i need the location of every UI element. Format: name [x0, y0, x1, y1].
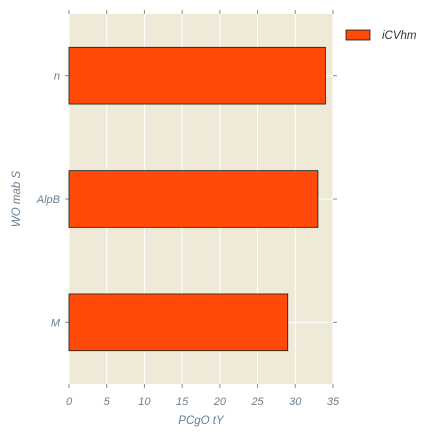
legend-swatch	[345, 29, 371, 41]
x-axis-label: PCgO tY	[178, 415, 225, 427]
x-tick-label: 20	[213, 396, 227, 408]
axis-ticks	[65, 10, 337, 388]
bars	[68, 46, 326, 352]
y-tick-labels: M AlpB n	[36, 71, 61, 330]
x-tick-label: 10	[138, 396, 151, 408]
y-axis-label: WO mab S	[11, 171, 23, 228]
y-tick-label: n	[54, 71, 60, 83]
x-tick-label: 5	[104, 396, 111, 408]
bar	[68, 46, 326, 105]
y-tick-label: AlpB	[36, 194, 60, 206]
legend: iCVhm	[345, 29, 417, 42]
legend-label: iCVhm	[382, 30, 417, 42]
x-tick-label: 0	[66, 396, 73, 408]
x-tick-label: 25	[250, 396, 264, 408]
x-tick-label: 30	[289, 396, 302, 408]
x-tick-label: 15	[176, 396, 189, 408]
x-tick-label: 35	[327, 396, 340, 408]
x-tick-labels: 0 5 10 15 20 25 30 35	[66, 396, 340, 408]
y-tick-label: M	[51, 317, 61, 329]
bar	[68, 293, 289, 352]
bar	[68, 170, 319, 228]
